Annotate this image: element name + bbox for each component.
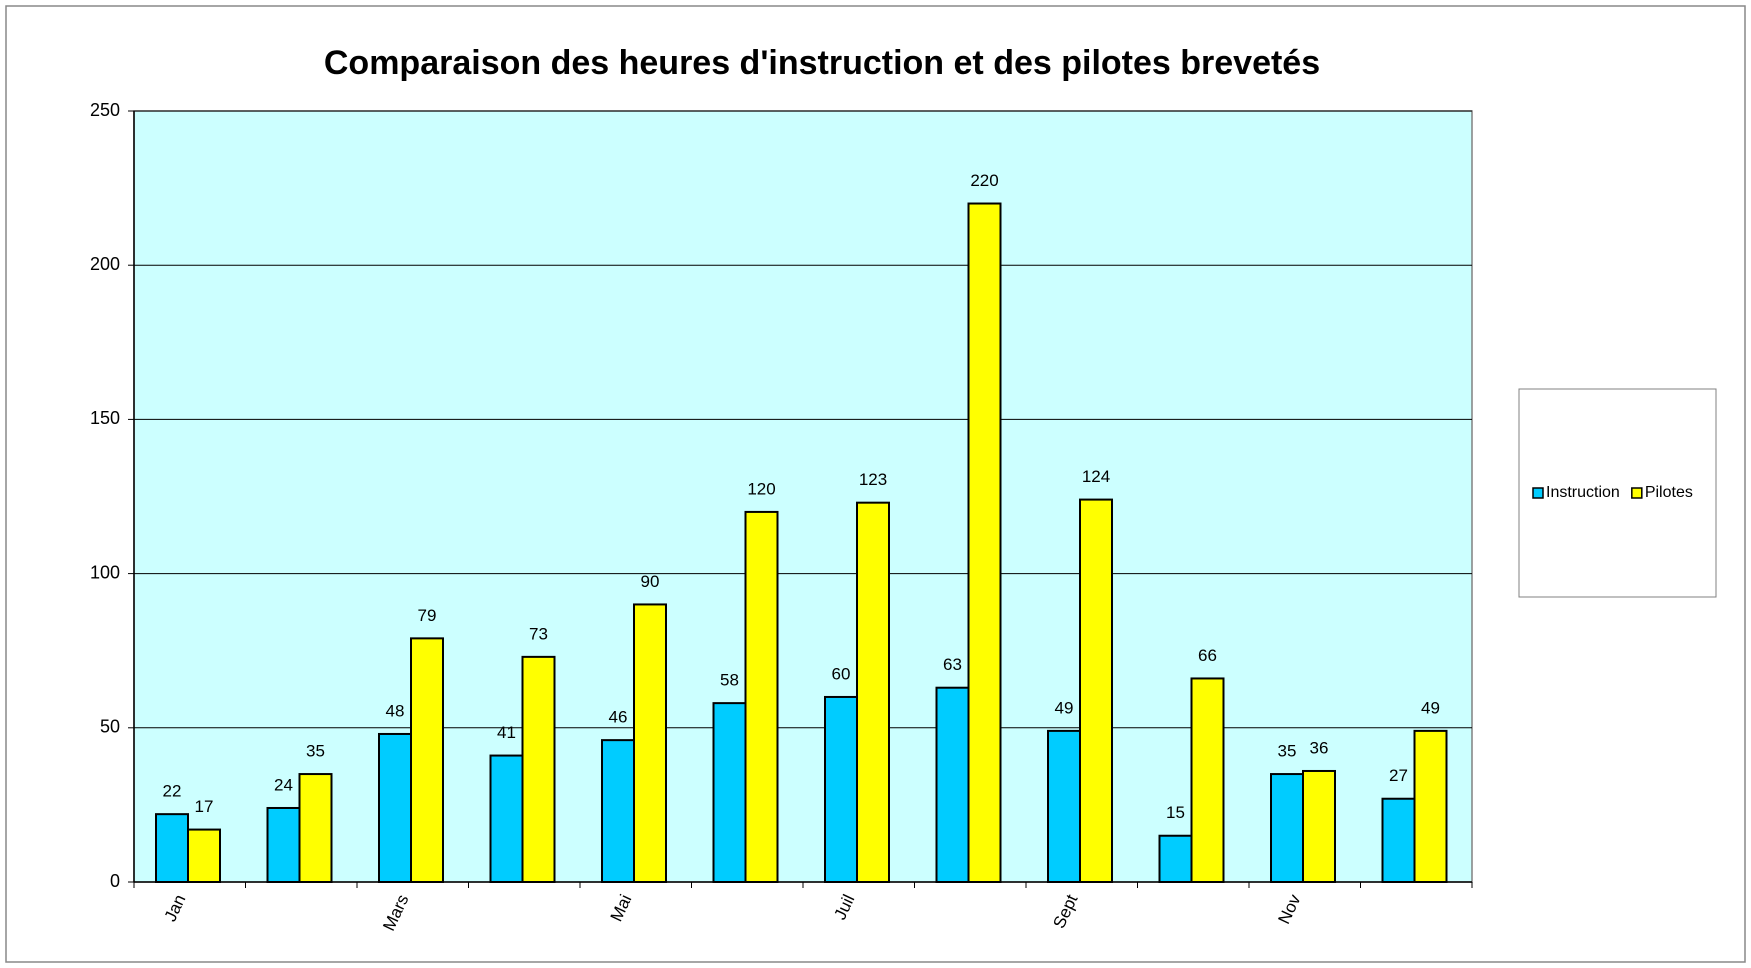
bar bbox=[712, 702, 747, 883]
bar bbox=[744, 510, 779, 883]
bar bbox=[1270, 773, 1304, 883]
data-label: 79 bbox=[418, 606, 437, 625]
data-label: 35 bbox=[306, 742, 325, 761]
data-label: 120 bbox=[747, 479, 775, 498]
bar bbox=[155, 813, 189, 883]
bar bbox=[298, 773, 333, 883]
y-tick-label: 0 bbox=[110, 871, 120, 891]
bar bbox=[489, 754, 524, 884]
bar bbox=[1381, 797, 1416, 883]
data-label: 49 bbox=[1055, 698, 1074, 717]
bar bbox=[601, 739, 635, 883]
data-label: 24 bbox=[274, 775, 293, 794]
legend-label: Pilotes bbox=[1645, 484, 1693, 501]
legend-label: Instruction bbox=[1546, 484, 1620, 501]
data-label: 90 bbox=[641, 572, 660, 591]
data-label: 46 bbox=[609, 708, 628, 727]
y-tick-label: 100 bbox=[90, 562, 120, 582]
bar bbox=[967, 202, 1002, 883]
bar bbox=[521, 655, 556, 883]
data-label: 22 bbox=[163, 782, 182, 801]
bar bbox=[1079, 498, 1113, 883]
legend-box bbox=[1518, 388, 1717, 598]
legend-swatch bbox=[1631, 487, 1643, 499]
data-label: 17 bbox=[195, 797, 214, 816]
bar bbox=[824, 695, 858, 884]
y-tick-label: 200 bbox=[90, 254, 120, 274]
chart-title: Comparaison des heures d'instruction et … bbox=[324, 44, 1320, 82]
data-label: 124 bbox=[1082, 467, 1110, 486]
data-label: 60 bbox=[832, 664, 851, 683]
data-label: 220 bbox=[970, 171, 998, 190]
y-tick-label: 150 bbox=[90, 408, 120, 428]
legend-swatch bbox=[1532, 487, 1544, 499]
bar bbox=[633, 603, 667, 883]
bar bbox=[410, 637, 444, 884]
y-tick-label: 250 bbox=[90, 100, 120, 120]
data-label: 15 bbox=[1166, 803, 1185, 822]
bar bbox=[856, 501, 890, 883]
data-label: 35 bbox=[1278, 742, 1297, 761]
y-tick-label: 50 bbox=[100, 717, 120, 737]
bar bbox=[1190, 677, 1225, 883]
bar bbox=[1158, 834, 1193, 883]
bar bbox=[1047, 729, 1081, 883]
bar bbox=[1302, 769, 1336, 884]
data-label: 49 bbox=[1421, 698, 1440, 717]
data-label: 48 bbox=[386, 701, 405, 720]
data-label: 36 bbox=[1310, 738, 1329, 757]
plot-area bbox=[133, 110, 1473, 883]
data-label: 41 bbox=[497, 723, 516, 742]
data-label: 66 bbox=[1198, 646, 1217, 665]
bar bbox=[187, 828, 221, 884]
bar bbox=[378, 732, 412, 884]
data-label: 73 bbox=[529, 624, 548, 643]
data-label: 123 bbox=[859, 470, 887, 489]
bar bbox=[935, 686, 970, 884]
bar bbox=[1413, 729, 1448, 883]
data-label: 27 bbox=[1389, 766, 1408, 785]
data-label: 58 bbox=[720, 671, 739, 690]
bar bbox=[266, 806, 301, 884]
data-label: 63 bbox=[943, 655, 962, 674]
